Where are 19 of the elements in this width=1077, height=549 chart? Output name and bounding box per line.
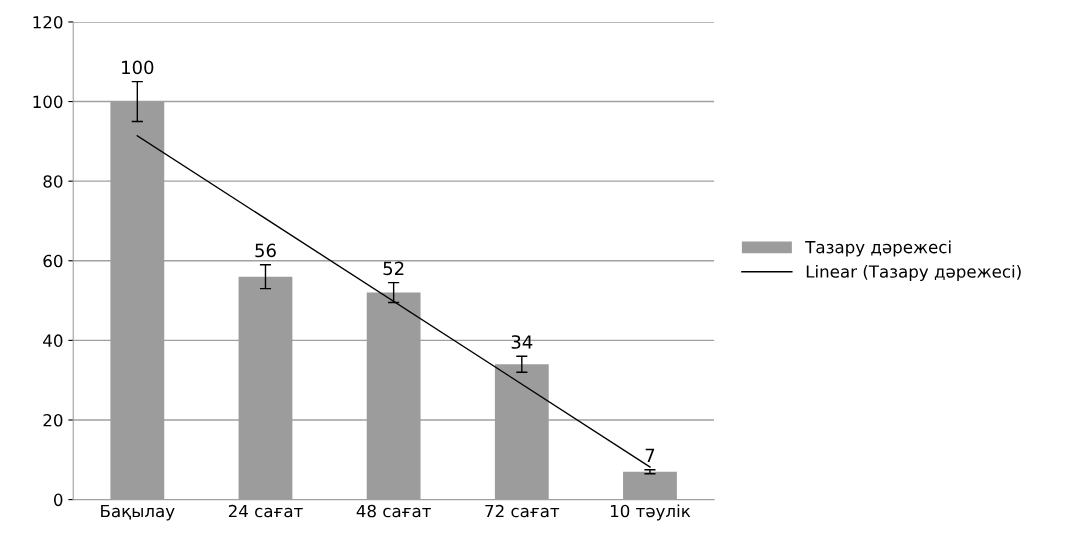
x-tick-label: 10 тәулік bbox=[610, 504, 691, 521]
x-tick-label: 72 сағат bbox=[485, 504, 560, 518]
x-tick-label: 48 сағат bbox=[356, 504, 431, 518]
data-label: 34 bbox=[511, 335, 533, 349]
y-tick-label: 60 bbox=[43, 254, 63, 268]
x-tick-label: Бақылау bbox=[101, 504, 175, 521]
y-tick-label: 0 bbox=[54, 493, 63, 507]
y-tick-label: 120 bbox=[33, 15, 63, 29]
legend-label: Linear (Тазару дәрежесі) bbox=[806, 264, 1021, 282]
data-label: 100 bbox=[122, 60, 154, 75]
legend-label: Тазару дәрежесі bbox=[805, 240, 951, 257]
data-label: 52 bbox=[383, 261, 404, 276]
data-label: 7 bbox=[645, 448, 655, 462]
y-tick-label: 100 bbox=[33, 95, 63, 109]
y-tick-label: 20 bbox=[43, 413, 63, 427]
y-tick-label: 40 bbox=[43, 334, 63, 347]
y-tick-label: 80 bbox=[43, 175, 63, 188]
data-label: 56 bbox=[255, 243, 276, 258]
x-tick-label: 24 сағат bbox=[228, 504, 303, 518]
